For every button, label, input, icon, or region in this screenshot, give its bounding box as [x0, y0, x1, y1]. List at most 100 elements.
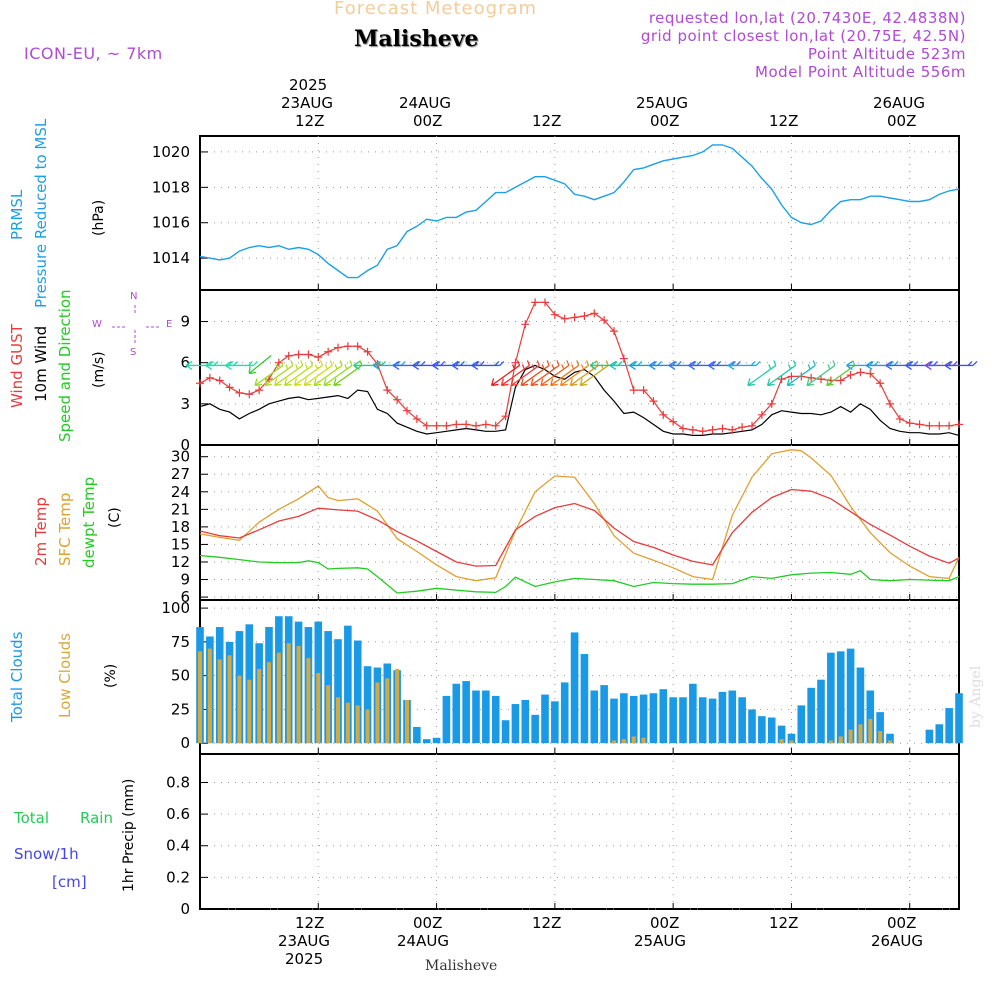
- wind-arrow-4: [254, 360, 284, 387]
- total-cloud-bar-67: [856, 667, 865, 744]
- precip-ytick-label-4: 0.8: [166, 773, 190, 791]
- total-cloud-bar-28: [472, 690, 480, 744]
- grid-point-coords: grid point closest lon,lat (20.75E, 42.5…: [640, 27, 966, 45]
- wind-arrow-28: [569, 360, 600, 387]
- total-cloud-bar-70: [886, 733, 894, 744]
- gust-marker-0: [196, 379, 204, 388]
- gust-marker-60: [787, 372, 796, 381]
- gust-marker-62: [807, 373, 816, 382]
- gust-marker-61: [797, 372, 806, 381]
- low-cloud-bar-59: [779, 739, 784, 744]
- gust-marker-3: [225, 383, 234, 392]
- low-cloud-bar-6: [257, 668, 262, 744]
- gust-marker-58: [767, 399, 776, 408]
- total-cloud-bar-36: [551, 701, 559, 744]
- pressure-line: [199, 144, 960, 279]
- low-cloud-bar-3: [227, 655, 232, 744]
- wind-arrow-32: [629, 360, 663, 370]
- gust-marker-53: [718, 424, 727, 433]
- model-label: ICON-EU, ~ 7km: [24, 44, 163, 63]
- gust-marker-36: [550, 310, 559, 319]
- temp-ytick-label-8: 30: [171, 448, 190, 466]
- total-cloud-bar-39: [580, 654, 589, 744]
- gust-marker-28: [472, 421, 480, 430]
- gust-marker-17: [363, 347, 372, 356]
- gust-marker-4: [235, 388, 244, 397]
- wind-ytick-label-3: 9: [180, 313, 190, 331]
- low-cloud-bar-44: [631, 736, 636, 744]
- wind-arrow-34: [668, 360, 702, 370]
- low-cloud-bar-17: [365, 709, 370, 744]
- total-cloud-bar-53: [718, 691, 727, 744]
- gust-marker-68: [866, 369, 875, 378]
- wind-arrow-18: [451, 360, 485, 370]
- gust-marker-49: [679, 424, 687, 433]
- total-cloud-bar-40: [590, 690, 599, 744]
- total-cloud-bar-32: [511, 704, 520, 744]
- gust-marker-6: [255, 386, 264, 395]
- gust-marker-16: [353, 342, 362, 351]
- wind-arrow-19: [471, 360, 505, 370]
- wind-arrow-15: [392, 360, 426, 370]
- top-axis-hour-12z-1: 12Z: [295, 112, 325, 130]
- total-cloud-bar-47: [659, 689, 668, 744]
- wind-arrow-26: [550, 360, 580, 387]
- gust-marker-23: [422, 421, 431, 430]
- pressure-ytick-label-3: 1020: [152, 143, 190, 161]
- wind-arrow-44: [865, 360, 899, 370]
- bottom-axis-date-24aug: 24AUG: [397, 932, 449, 950]
- gust-marker-2: [215, 376, 224, 385]
- gust-marker-72: [905, 419, 914, 428]
- wind-arrow-33: [648, 360, 682, 370]
- low-cloud-bar-21: [405, 699, 409, 744]
- gust-marker-67: [856, 368, 865, 377]
- total-cloud-bar-25: [442, 695, 451, 744]
- temp-ytick-label-3: 15: [171, 535, 190, 553]
- compass-cross: [112, 305, 160, 345]
- gust-marker-59: [777, 375, 786, 384]
- total-cloud-bar-14: [334, 639, 342, 744]
- wind-arrow-11: [323, 360, 353, 387]
- temp-panel-frame: [199, 444, 960, 601]
- low-cloud-bar-12: [316, 672, 321, 744]
- wind-arrow-3: [248, 354, 272, 375]
- clouds-ytick-label-1: 25: [171, 700, 190, 718]
- total-cloud-bar-38: [570, 632, 579, 744]
- total-cloud-bar-17: [363, 666, 372, 744]
- clouds-ytick-label-2: 50: [171, 667, 190, 685]
- low-cloud-bar-15: [345, 702, 350, 744]
- total-cloud-bar-51: [698, 697, 707, 744]
- gust-marker-33: [521, 320, 530, 329]
- wind-arrow-6: [274, 360, 304, 387]
- top-axis-year: 2025: [289, 76, 328, 94]
- wind-arrow-16: [412, 360, 446, 370]
- footer-location: Malisheve: [425, 958, 498, 974]
- precip-label-rain: Rain: [80, 809, 113, 827]
- total-cloud-bar-44: [629, 695, 638, 744]
- total-cloud-bar-30: [491, 695, 500, 744]
- clouds-ytick-label-4: 100: [161, 599, 190, 617]
- total-cloud-bar-42: [610, 698, 618, 744]
- wind-arrow-36: [708, 360, 741, 370]
- total-cloud-bar-74: [925, 729, 934, 744]
- bottom-axis-date-26aug: 26AUG: [871, 932, 923, 950]
- bottom-axis-hour-12z-3: 12Z: [769, 914, 799, 932]
- low-cloud-bar-64: [828, 740, 833, 744]
- low-cloud-bar-66: [848, 729, 853, 744]
- total-cloud-bar-75: [935, 724, 944, 744]
- gust-marker-41: [600, 316, 609, 325]
- total-cloud-bar-77: [955, 693, 963, 744]
- wind-arrow-12: [333, 360, 363, 387]
- gust-marker-14: [334, 343, 342, 352]
- wind-arrow-13: [353, 360, 387, 370]
- total-cloud-bar-22: [413, 726, 421, 744]
- precip-ytick-label-1: 0.2: [166, 868, 190, 886]
- low-cloud-bar-2: [217, 659, 222, 744]
- pressure-ytick-label-1: 1016: [152, 214, 190, 232]
- total-cloud-bar-34: [531, 714, 539, 744]
- pressure-ytick-label-2: 1018: [152, 178, 190, 196]
- gust-marker-25: [442, 421, 451, 430]
- total-cloud-bar-56: [748, 709, 756, 744]
- meteogram-title: Forecast Meteogram: [334, 0, 538, 19]
